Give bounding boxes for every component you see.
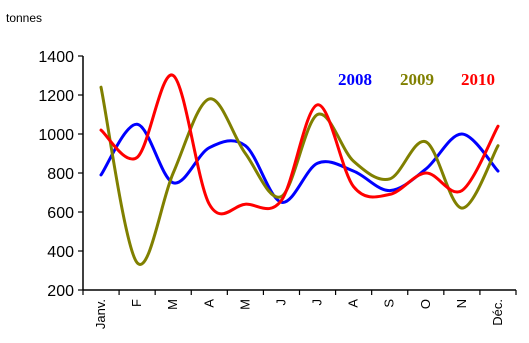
y-tick-label: 600: [47, 205, 74, 222]
series-line-2010: [99, 73, 500, 216]
x-tick-label: O: [418, 299, 433, 309]
y-tick-label: 800: [47, 166, 74, 183]
x-tick-label: A: [346, 299, 361, 308]
y-tick-label: 1200: [38, 88, 74, 105]
y-tick-label: 400: [47, 244, 74, 261]
x-tick-label: M: [165, 299, 180, 310]
legend: 2008 2009 2010: [338, 70, 495, 89]
x-tick-label: J: [273, 299, 288, 306]
x-tick-label: F: [129, 299, 144, 307]
x-tick-label: J: [310, 299, 325, 306]
series-line-2009: [99, 85, 500, 266]
x-tick-label: Déc.: [490, 299, 505, 326]
legend-label-2009: 2009: [400, 70, 434, 89]
y-axis-unit-label: tonnes: [6, 11, 42, 25]
y-tick-label: 1000: [38, 127, 74, 144]
y-tick-label: 200: [47, 283, 74, 300]
x-tick-label: M: [237, 299, 252, 310]
legend-label-2008: 2008: [338, 70, 372, 89]
x-tick-label: S: [382, 299, 397, 308]
legend-label-2010: 2010: [461, 70, 495, 89]
x-axis-ticks: Janv. F M A M J J A S O N Déc.: [82, 290, 517, 329]
x-tick-label: Janv.: [93, 299, 108, 329]
y-axis-ticks: 200 400 600 800 1000 1200 1400: [38, 49, 83, 300]
series-line-2008: [99, 122, 500, 204]
x-tick-label: A: [201, 299, 216, 308]
x-tick-label: N: [454, 299, 469, 308]
series-lines: [99, 73, 500, 266]
y-tick-label: 1400: [38, 49, 74, 66]
